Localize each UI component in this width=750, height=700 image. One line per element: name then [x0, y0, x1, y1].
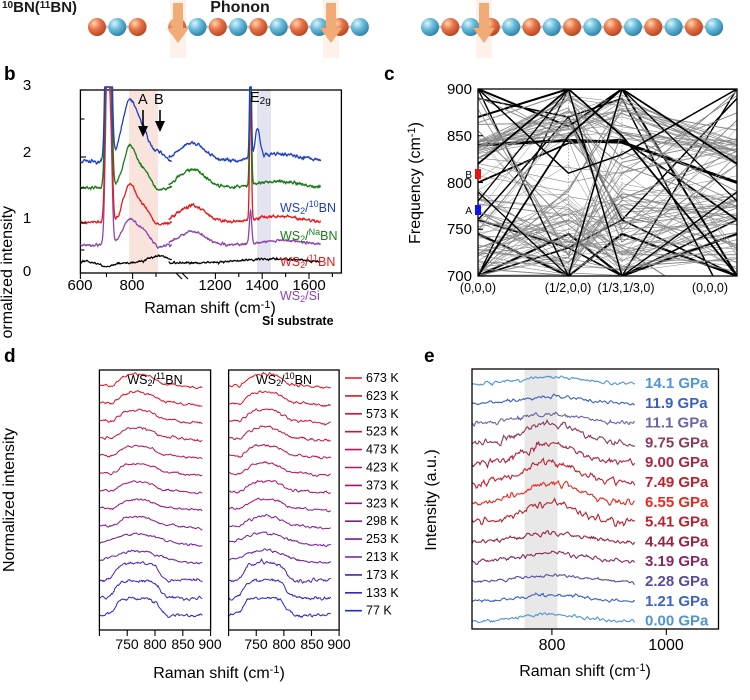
svg-text:9.75 GPa: 9.75 GPa	[645, 434, 709, 451]
svg-text:298 K: 298 K	[366, 514, 399, 528]
svg-text:WS2/Si: WS2/Si	[280, 289, 320, 304]
svg-text:900: 900	[198, 636, 222, 652]
svg-text:WS2/10BN: WS2/10BN	[280, 199, 336, 216]
svg-text:5.41 GPa: 5.41 GPa	[645, 514, 709, 531]
svg-text:WS2/10BN: WS2/10BN	[256, 371, 312, 388]
svg-text:Raman shift (cm-1): Raman shift (cm-1)	[519, 662, 651, 680]
svg-text:WS2/11BN: WS2/11BN	[127, 371, 182, 388]
svg-text:523 K: 523 K	[366, 425, 399, 439]
svg-text:0.00 GPa: 0.00 GPa	[645, 613, 709, 630]
svg-text:WS2/11BN: WS2/11BN	[280, 253, 335, 270]
svg-text:e: e	[424, 346, 435, 367]
svg-text:14.1 GPa: 14.1 GPa	[645, 375, 709, 392]
svg-text:Normalized intensity: Normalized intensity	[1, 428, 18, 572]
svg-text:850: 850	[300, 636, 324, 652]
svg-text:473 K: 473 K	[366, 443, 399, 457]
svg-text:3: 3	[23, 77, 31, 94]
svg-text:750: 750	[115, 636, 139, 652]
svg-text:(1/3,1/3,0): (1/3,1/3,0)	[598, 281, 655, 295]
svg-text:1: 1	[23, 210, 31, 227]
svg-text:1.21 GPa: 1.21 GPa	[645, 593, 709, 610]
svg-text:850: 850	[447, 128, 472, 145]
svg-text:Normalized intensity: Normalized intensity	[0, 206, 16, 338]
svg-text:A: A	[138, 92, 148, 108]
svg-text:1000: 1000	[648, 637, 684, 654]
svg-text:Phonon: Phonon	[210, 0, 270, 16]
svg-text:4.44 GPa: 4.44 GPa	[645, 533, 709, 550]
svg-text:900: 900	[447, 81, 472, 98]
svg-text:c: c	[384, 64, 395, 85]
svg-text:Si substrate: Si substrate	[262, 314, 334, 328]
svg-text:750: 750	[447, 221, 472, 238]
svg-text:B: B	[154, 92, 164, 108]
svg-text:1200: 1200	[198, 277, 231, 294]
svg-text:A: A	[465, 206, 472, 217]
svg-text:173 K: 173 K	[366, 568, 399, 582]
svg-text:11.1 GPa: 11.1 GPa	[645, 415, 708, 432]
svg-text:7.49 GPa: 7.49 GPa	[645, 474, 709, 491]
svg-text:800: 800	[272, 636, 296, 652]
svg-text:253 K: 253 K	[366, 532, 399, 546]
svg-text:0: 0	[23, 263, 31, 280]
svg-text:323 K: 323 K	[366, 496, 399, 510]
svg-text:11.9 GPa: 11.9 GPa	[645, 395, 708, 412]
svg-text:573 K: 573 K	[366, 407, 399, 421]
svg-text:2: 2	[23, 144, 31, 161]
svg-text:213 K: 213 K	[366, 550, 399, 564]
svg-text:9.00 GPa: 9.00 GPa	[645, 454, 709, 471]
svg-text:d: d	[4, 346, 16, 367]
svg-text:600: 600	[67, 277, 92, 294]
svg-text:Frequency (cm-1): Frequency (cm-1)	[406, 122, 424, 244]
svg-text:2.28 GPa: 2.28 GPa	[645, 573, 709, 590]
svg-text:(0,0,0): (0,0,0)	[692, 281, 728, 295]
svg-text:800: 800	[539, 637, 566, 654]
svg-text:10BN(11BN): 10BN(11BN)	[2, 0, 77, 16]
svg-text:b: b	[4, 64, 16, 85]
svg-text:3.19 GPa: 3.19 GPa	[645, 553, 709, 570]
svg-text:850: 850	[171, 636, 195, 652]
svg-text:800: 800	[143, 636, 167, 652]
svg-text:750: 750	[244, 636, 268, 652]
svg-text:77 K: 77 K	[366, 604, 392, 618]
svg-text:900: 900	[327, 636, 351, 652]
svg-text:1400: 1400	[245, 277, 278, 294]
svg-text:6.55 GPa: 6.55 GPa	[645, 494, 709, 511]
svg-text:423 K: 423 K	[366, 461, 399, 475]
svg-text:373 K: 373 K	[366, 478, 399, 492]
svg-text:Raman shift (cm-1): Raman shift (cm-1)	[144, 299, 276, 317]
svg-text:800: 800	[119, 277, 144, 294]
svg-text:(0,0,0): (0,0,0)	[460, 281, 496, 295]
svg-text:WS2/NaBN: WS2/NaBN	[280, 227, 338, 244]
svg-text:673 K: 673 K	[366, 371, 399, 385]
svg-text:Intensity (a.u.): Intensity (a.u.)	[423, 449, 440, 550]
svg-text:800: 800	[447, 175, 472, 192]
svg-text:(1/2,0,0): (1/2,0,0)	[545, 281, 592, 295]
svg-text:623 K: 623 K	[366, 389, 399, 403]
svg-text:Raman shift (cm-1): Raman shift (cm-1)	[153, 664, 285, 682]
svg-text:133 K: 133 K	[366, 586, 399, 600]
